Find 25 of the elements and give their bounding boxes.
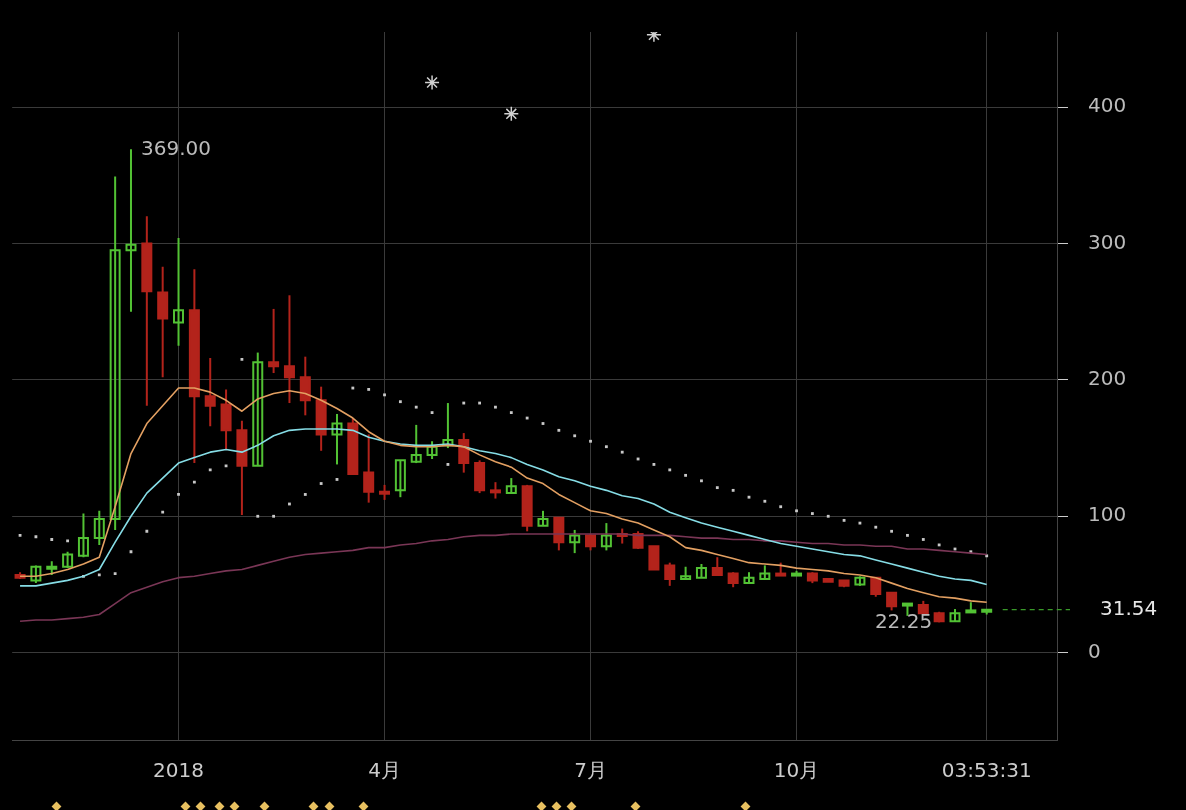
candlestick bbox=[77, 512, 89, 559]
candlestick bbox=[569, 528, 581, 555]
y-tick-label: 200 bbox=[1088, 366, 1127, 391]
candlestick bbox=[600, 522, 612, 552]
x-tick-label: 7月 bbox=[574, 758, 607, 783]
candlestick bbox=[252, 351, 264, 467]
ref-line-label: 31.54 bbox=[1100, 595, 1158, 620]
candlestick bbox=[125, 148, 137, 313]
candlestick bbox=[173, 236, 185, 347]
annotation: 22.25 bbox=[874, 608, 933, 633]
annotation: 369.00 bbox=[140, 135, 211, 160]
y-tick-label: 300 bbox=[1088, 229, 1127, 254]
candlestick bbox=[442, 402, 454, 450]
y-tick-label: 100 bbox=[1088, 502, 1127, 527]
candlestick bbox=[331, 412, 343, 466]
candlestick bbox=[93, 509, 105, 546]
x-tick-label: 10月 bbox=[773, 758, 820, 783]
x-tick-label: 2018 bbox=[153, 758, 204, 783]
candlestick bbox=[410, 423, 422, 465]
x-tick-label: 03:53:31 bbox=[941, 758, 1032, 783]
candlestick bbox=[109, 175, 121, 531]
y-tick-label: 0 bbox=[1088, 638, 1101, 663]
y-tick-label: 400 bbox=[1088, 93, 1127, 118]
x-tick-label: 4月 bbox=[368, 758, 401, 783]
candlestick bbox=[394, 459, 406, 499]
